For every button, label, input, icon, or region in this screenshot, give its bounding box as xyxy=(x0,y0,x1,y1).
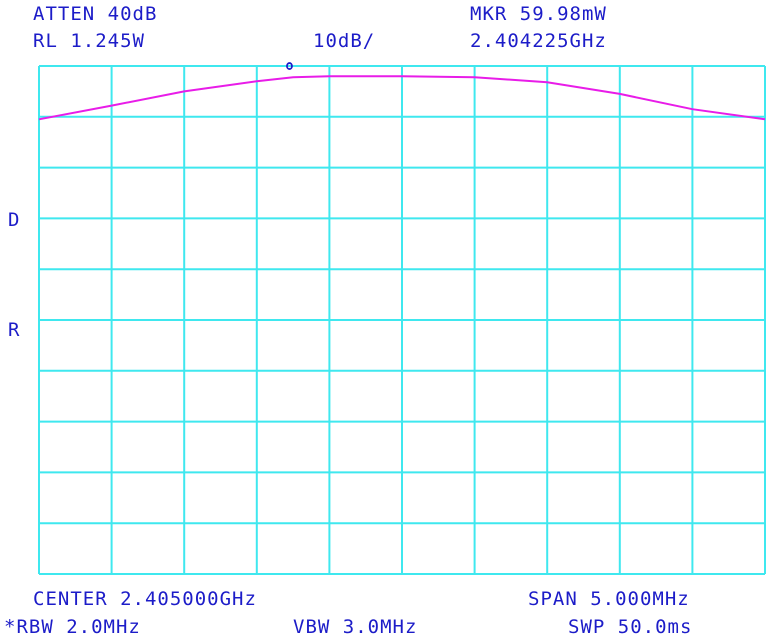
center-frequency-readout: CENTER 2.405000GHz xyxy=(33,588,257,610)
sweep-time-readout: SWP 50.0ms xyxy=(568,616,693,638)
rbw-readout: *RBW 2.0MHz xyxy=(4,616,141,638)
trace-layer xyxy=(38,62,766,121)
side-label-d: D xyxy=(8,209,21,231)
reference-level-readout: RL 1.245W xyxy=(33,30,145,52)
marker-frequency-readout: 2.404225GHz xyxy=(470,30,607,52)
graticule xyxy=(38,65,766,575)
scale-readout: 10dB/ xyxy=(313,30,376,52)
span-readout: SPAN 5.000MHz xyxy=(528,588,690,610)
marker-power-readout: MKR 59.98mW xyxy=(470,3,607,25)
vbw-readout: VBW 3.0MHz xyxy=(293,616,418,638)
spectrum-trace xyxy=(38,75,766,121)
attenuation-readout: ATTEN 40dB xyxy=(33,3,158,25)
side-label-r: R xyxy=(8,319,21,341)
marker-point xyxy=(286,62,293,70)
